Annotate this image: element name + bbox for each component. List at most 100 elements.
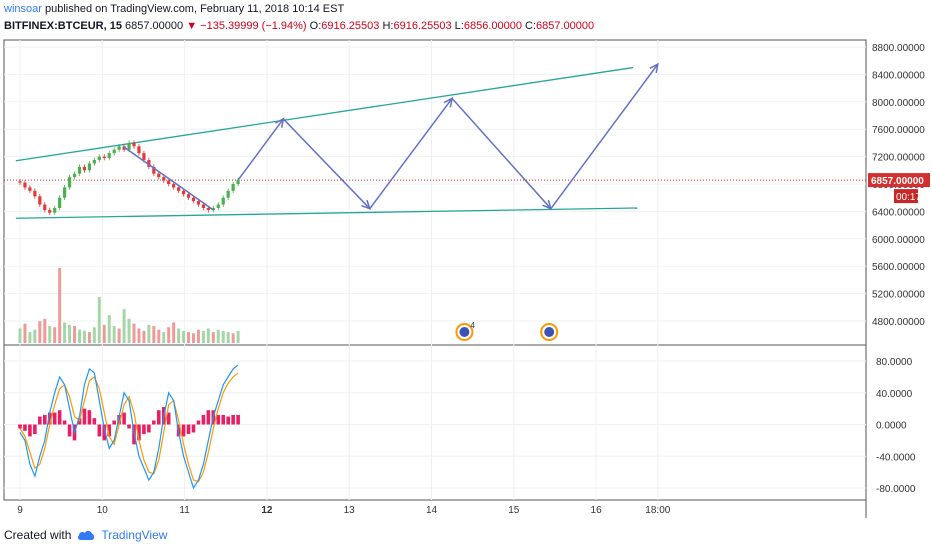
- projection-arrowhead: [443, 96, 454, 108]
- histogram-bar: [166, 412, 171, 425]
- price-tick-label: 7600.00000: [872, 125, 925, 136]
- candle-body: [67, 177, 72, 188]
- histogram-bar: [87, 410, 92, 425]
- osc-tick-label: 40.0000: [876, 389, 913, 400]
- volume-bar: [236, 330, 240, 343]
- histogram-bar: [62, 420, 67, 425]
- osc-tick-label: 80.0000: [876, 357, 913, 368]
- volume-bar: [18, 328, 22, 343]
- volume-bar: [82, 330, 86, 343]
- volume-bar: [196, 329, 200, 343]
- time-tick-label: 12: [261, 505, 273, 516]
- open-label: O:: [309, 20, 322, 32]
- tradingview-logo-text[interactable]: TradingView: [101, 528, 168, 542]
- candle-body: [157, 173, 161, 178]
- candle-body: [33, 190, 37, 197]
- publish-line: winsoar published on TradingView.com, Fe…: [4, 3, 344, 15]
- candle-body: [43, 204, 47, 211]
- histogram-bar: [77, 418, 82, 425]
- price-tick-label: 7200.00000: [872, 153, 925, 164]
- histogram-bar: [122, 412, 126, 425]
- volume-bar: [33, 329, 37, 343]
- volume-bar: [97, 297, 101, 343]
- candle-body: [102, 156, 106, 158]
- volume-bar: [117, 328, 121, 343]
- price-tick-label: 8000.00000: [872, 98, 925, 109]
- volume-bar: [107, 315, 111, 343]
- histogram-bar: [102, 424, 107, 441]
- candle-body: [77, 166, 82, 174]
- last-price: 6857.00000: [125, 20, 184, 32]
- volume-bar: [92, 327, 96, 343]
- candle-body: [221, 197, 225, 205]
- histogram-bar: [186, 424, 191, 435]
- candle-body: [147, 160, 151, 167]
- author-link[interactable]: winsoar: [4, 3, 42, 15]
- volume-bar: [122, 309, 126, 343]
- histogram-bar: [52, 412, 57, 425]
- candle-body: [216, 204, 220, 208]
- histogram-bar: [201, 414, 206, 425]
- time-tick-label: 9: [17, 505, 23, 516]
- osc-tick-label: 0.0000: [876, 421, 907, 432]
- candle-body: [236, 180, 240, 184]
- volume-bar: [127, 318, 131, 343]
- histogram-bar: [97, 424, 102, 437]
- osc-tick-label: -40.0000: [876, 452, 916, 463]
- projection-path: [237, 63, 659, 210]
- histogram-bar: [191, 424, 196, 433]
- histogram-bar: [112, 420, 116, 425]
- candle-body: [107, 153, 111, 158]
- histogram-bar: [236, 414, 240, 425]
- candle-body: [191, 197, 196, 202]
- projection-arrowhead: [275, 117, 285, 128]
- histogram-bar: [231, 414, 235, 425]
- volume-bar: [167, 327, 171, 343]
- candle-body: [181, 190, 186, 195]
- histogram-bar: [18, 424, 22, 429]
- histogram-bar: [196, 420, 201, 425]
- event-marker-inner-icon: [459, 327, 470, 337]
- price-tick-label: 8800.00000: [872, 43, 925, 54]
- close-value: 6857.00000: [536, 20, 595, 32]
- candle-body: [137, 146, 141, 154]
- high-label: H:: [382, 20, 394, 32]
- histogram-bar: [181, 424, 186, 437]
- low-label: L:: [454, 20, 464, 32]
- candle-body: [162, 177, 166, 181]
- down-arrow-icon: ▼: [186, 20, 198, 32]
- time-tick-label: 16: [591, 505, 603, 516]
- candle-body: [28, 187, 32, 191]
- current-price-tag: [868, 173, 930, 188]
- histogram-bar: [33, 424, 37, 435]
- candle-body: [152, 166, 156, 174]
- time-tick-label: 14: [426, 505, 438, 516]
- candle-body: [127, 142, 131, 150]
- histogram-bar: [28, 424, 32, 437]
- event-marker-inner-icon: [544, 327, 555, 337]
- candle-body: [112, 149, 116, 154]
- volume-bar: [73, 326, 77, 343]
- low-value: 6856.00000: [463, 20, 522, 32]
- current-price-label: 6857.00000: [871, 176, 924, 187]
- volume-bar: [162, 332, 166, 343]
- candle-body: [97, 156, 101, 161]
- candle-body: [177, 187, 181, 191]
- candle-body: [211, 207, 215, 211]
- tradingview-cloud-icon: [78, 530, 95, 540]
- histogram-bar: [82, 408, 87, 425]
- histogram-bar: [57, 410, 62, 425]
- price-tick-label: 6400.00000: [872, 207, 925, 218]
- volume-bar: [142, 330, 146, 343]
- candle-body: [167, 180, 171, 184]
- candle-body: [82, 166, 87, 171]
- close-label: C:: [525, 20, 537, 32]
- histogram-bar: [42, 414, 47, 425]
- footer: Created with TradingView: [4, 528, 167, 542]
- volume-bar: [182, 330, 186, 343]
- candle-body: [172, 184, 176, 188]
- time-tick-label: 11: [179, 505, 190, 516]
- volume-bar: [23, 323, 27, 343]
- volume-bar: [77, 329, 81, 343]
